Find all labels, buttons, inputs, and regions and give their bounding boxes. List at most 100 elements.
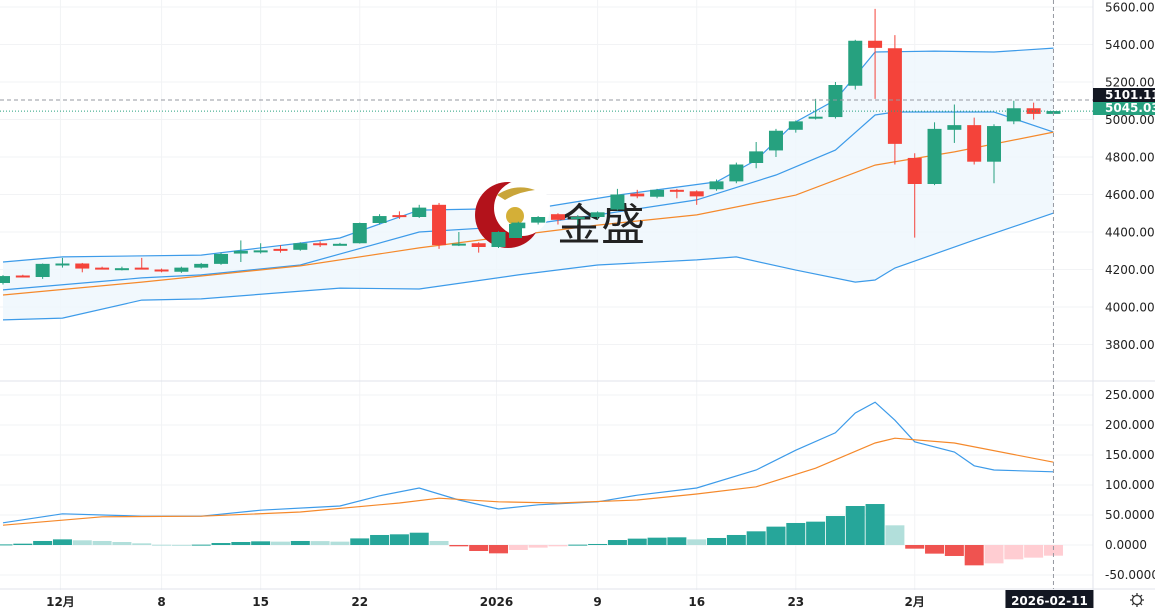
macd-histogram-bar (726, 534, 746, 545)
candle (650, 188, 665, 199)
macd-histogram-bar (1043, 545, 1063, 556)
candle-body (55, 263, 70, 266)
gear-icon[interactable] (1130, 593, 1144, 607)
candle (253, 243, 268, 254)
gear-icon-ring (1131, 594, 1143, 606)
candle (491, 231, 506, 248)
candle-body (432, 204, 447, 246)
candle-body (75, 263, 90, 269)
macd-histogram-bar (132, 543, 152, 545)
macd-histogram-bar (211, 543, 231, 545)
candle-body (709, 181, 724, 190)
crosshair-date-badge (1005, 590, 1094, 608)
candle-body (372, 216, 387, 223)
macd-histogram-bar (112, 542, 132, 545)
time-tick-label: 22 (351, 595, 368, 608)
macd-histogram-bar (13, 543, 33, 545)
macd-histogram-bar (905, 545, 925, 549)
macd-histogram-bar (270, 541, 290, 545)
macd-histogram-bar (825, 516, 845, 545)
candle-body (0, 276, 10, 283)
macd-tick-label: 200.0000 (1105, 418, 1155, 432)
macd-histogram-bar (469, 545, 489, 551)
candle (471, 242, 486, 253)
candle-body (194, 263, 209, 268)
macd-histogram-bar (92, 540, 112, 545)
candle-body (729, 164, 744, 182)
candle-body (848, 40, 863, 86)
candle (531, 216, 546, 225)
macd-histogram-bar (1024, 545, 1044, 558)
candle (313, 241, 328, 247)
candle (293, 242, 308, 251)
candle-body (570, 217, 585, 219)
candle (511, 221, 526, 231)
macd-histogram-bar (687, 539, 707, 545)
logo-leaf (497, 187, 535, 200)
candle-body (907, 157, 922, 184)
candle (194, 262, 209, 269)
candle-body (154, 269, 169, 272)
crosshair-price-label: 5101.11 (1105, 88, 1155, 102)
macd-histogram-bar (885, 525, 905, 545)
candle (174, 266, 189, 273)
watermark-logo: 金盛 (475, 180, 645, 251)
candle-body (987, 126, 1001, 162)
gear-icon-tooth (1139, 602, 1143, 606)
macd-histogram-bar (389, 534, 409, 545)
upper-band-line (2, 47, 1054, 263)
candle (550, 213, 565, 225)
macd-histogram-bar (528, 545, 548, 548)
candle (273, 245, 288, 253)
candle-body (768, 130, 783, 151)
macd-histogram-bar (548, 545, 568, 547)
candle-body (15, 275, 30, 278)
candle-body (630, 193, 645, 197)
candle-body (293, 243, 308, 250)
macd-histogram-bar (290, 540, 310, 545)
macd-histogram-bar (845, 506, 865, 545)
macd-histogram-bar (0, 544, 13, 546)
macd-histogram-bar (964, 545, 984, 566)
candle (590, 211, 605, 219)
macd-histogram-bar (984, 545, 1004, 564)
candle (134, 257, 149, 270)
time-tick-label: 2月 (905, 595, 925, 608)
candles (0, 8, 1061, 285)
candle-body (749, 151, 764, 163)
watermark-text: 金盛 (557, 200, 645, 251)
macd-histogram-bar (925, 545, 945, 554)
macd-histogram-bar (330, 541, 350, 545)
price-tick-label: 5400.0000 (1105, 38, 1155, 52)
candle-body (313, 243, 328, 246)
candle-body (550, 214, 565, 220)
candle (788, 120, 803, 133)
macd-dif-line (2, 401, 1054, 524)
candle-body (392, 215, 407, 218)
candle-body (1026, 108, 1041, 114)
macd-histogram-bar (449, 545, 469, 547)
candle-body (95, 267, 110, 270)
macd-histogram-bar (627, 538, 647, 545)
macd-tick-label: -50.0000 (1105, 568, 1155, 582)
candle (114, 266, 129, 271)
price-tick-label: 3800.0000 (1105, 338, 1155, 352)
macd-tick-label: 150.0000 (1105, 448, 1155, 462)
candle (749, 142, 764, 169)
candle-body (967, 125, 982, 162)
macd-histogram-bar (806, 521, 826, 545)
candle (768, 128, 783, 157)
macd-tick-label: 50.0000 (1105, 508, 1155, 522)
price-tick-label: 4800.0000 (1105, 151, 1155, 165)
time-tick-label: 12月 (46, 595, 75, 608)
lower-band-line (2, 212, 1054, 321)
macd-tick-label: 0.0000 (1105, 538, 1147, 552)
candle-body (451, 243, 466, 246)
candle (907, 153, 922, 238)
candle (214, 252, 229, 265)
crosshair-price-badge (1093, 88, 1155, 102)
candle-body (531, 217, 546, 223)
time-tick-label: 15 (252, 595, 269, 608)
candle-body (650, 189, 665, 197)
